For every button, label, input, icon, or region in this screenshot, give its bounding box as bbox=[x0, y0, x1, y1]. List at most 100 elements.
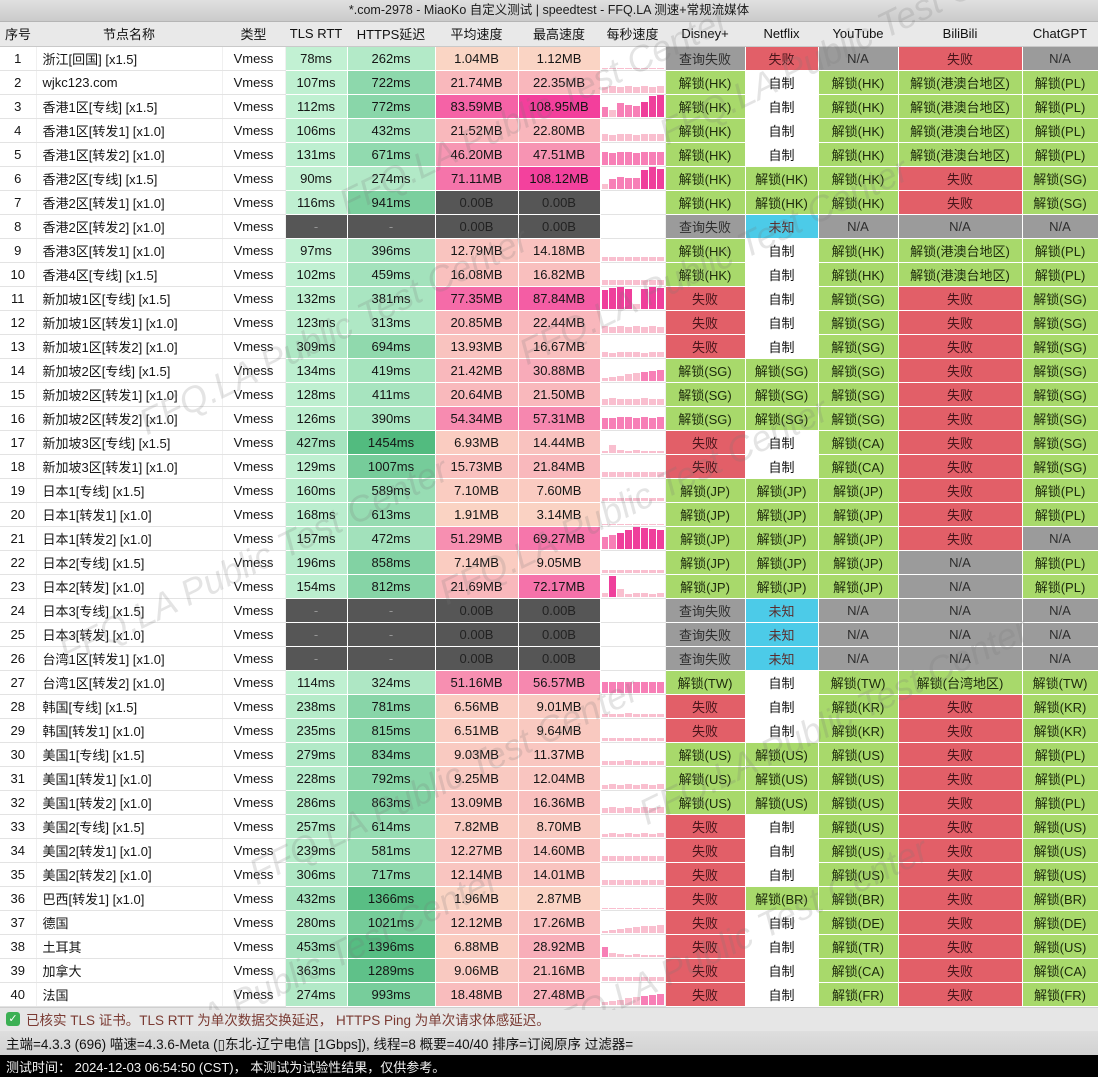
table-row: 4 香港1区[转发1] [x1.0] Vmess 106ms 432ms 21.52MB 2… bbox=[0, 117, 1098, 143]
disney-status-cell: 失败 bbox=[664, 933, 746, 959]
youtube-status-cell: 解锁(TW) bbox=[817, 669, 899, 695]
bilibili-status-cell: 解锁(港澳台地区) bbox=[897, 117, 1023, 143]
per-second-speed-bars bbox=[601, 407, 665, 429]
max-speed-cell: 14.44MB bbox=[517, 429, 601, 455]
speed-bar bbox=[601, 418, 609, 429]
type-cell: Vmess bbox=[222, 934, 286, 959]
speed-bar bbox=[617, 954, 625, 957]
speed-sparkline-cell bbox=[600, 694, 666, 719]
speed-bar bbox=[648, 152, 656, 165]
speed-bar bbox=[633, 927, 640, 933]
https-latency-cell: 390ms bbox=[346, 405, 436, 431]
avg-speed-cell: 20.85MB bbox=[434, 309, 519, 335]
chatgpt-status-cell: 解锁(SG) bbox=[1021, 357, 1098, 383]
col-header-bilibili-status: BiliBili bbox=[898, 22, 1022, 47]
https-latency-cell: 613ms bbox=[346, 501, 436, 527]
speed-bar bbox=[656, 257, 664, 261]
tls-rtt-cell: 129ms bbox=[284, 453, 348, 479]
speed-bar bbox=[617, 855, 625, 861]
netflix-status-cell: 自制 bbox=[744, 141, 819, 167]
node-name-cell: 韩国[转发1] [x1.0] bbox=[36, 718, 223, 743]
speed-bar bbox=[656, 169, 664, 189]
speed-sparkline-cell bbox=[600, 94, 666, 119]
bilibili-status-cell: 失败 bbox=[897, 717, 1023, 743]
netflix-status-cell: 自制 bbox=[744, 93, 819, 119]
disney-status-cell: 失败 bbox=[664, 885, 746, 911]
speed-bar bbox=[656, 994, 664, 1005]
node-name-cell: 台湾1区[转发1] [x1.0] bbox=[36, 646, 223, 671]
speed-bar bbox=[609, 472, 617, 477]
speed-bar bbox=[609, 977, 617, 981]
chatgpt-status-cell: 解锁(SG) bbox=[1021, 165, 1098, 191]
chatgpt-status-cell: 解锁(SG) bbox=[1021, 309, 1098, 335]
table-row: 31 美国1[转发1] [x1.0] Vmess 228ms 792ms 9.25MB 12… bbox=[0, 765, 1098, 791]
chatgpt-status-cell: 解锁(SG) bbox=[1021, 381, 1098, 407]
row-number-cell: 25 bbox=[0, 622, 37, 647]
node-name-cell: 德国 bbox=[36, 910, 223, 935]
chatgpt-status-cell: 解锁(KR) bbox=[1021, 717, 1098, 743]
max-speed-cell: 16.67MB bbox=[517, 333, 601, 359]
speed-bar bbox=[656, 416, 664, 429]
chatgpt-status-cell: N/A bbox=[1021, 45, 1098, 71]
table-row: 38 土耳其 Vmess 453ms 1396ms 6.88MB 28.92MB 失败 自制 解锁… bbox=[0, 933, 1098, 959]
https-latency-cell: 313ms bbox=[346, 309, 436, 335]
bilibili-status-cell: 失败 bbox=[897, 501, 1023, 527]
row-number-cell: 38 bbox=[0, 934, 37, 959]
max-speed-cell: 87.84MB bbox=[517, 285, 601, 311]
speed-bar bbox=[601, 498, 609, 501]
row-number-cell: 30 bbox=[0, 742, 37, 767]
col-header-netflix-status: Netflix bbox=[745, 22, 818, 47]
netflix-status-cell: 失败 bbox=[744, 45, 819, 71]
speed-bar bbox=[648, 256, 656, 261]
speed-bar bbox=[609, 1000, 617, 1005]
speed-sparkline-cell bbox=[600, 646, 666, 671]
max-speed-cell: 3.14MB bbox=[517, 501, 601, 527]
speed-bar bbox=[633, 417, 640, 429]
speed-bar bbox=[656, 86, 664, 93]
speed-sparkline-cell bbox=[600, 862, 666, 887]
avg-speed-cell: 46.20MB bbox=[434, 141, 519, 167]
speed-sparkline-cell bbox=[600, 70, 666, 95]
speed-bar bbox=[609, 288, 617, 309]
tls-rtt-cell: - bbox=[284, 597, 348, 623]
table-row: 36 巴西[转发1] [x1.0] Vmess 432ms 1366ms 1.96MB 2.… bbox=[0, 885, 1098, 911]
row-number-cell: 12 bbox=[0, 310, 37, 335]
https-latency-cell: 993ms bbox=[346, 981, 436, 1007]
tls-rtt-cell: 102ms bbox=[284, 261, 348, 287]
tls-rtt-cell: 280ms bbox=[284, 909, 348, 935]
speed-bar bbox=[633, 593, 640, 597]
speed-sparkline-cell bbox=[600, 262, 666, 287]
col-header-node-name: 节点名称 bbox=[36, 22, 222, 47]
node-name-cell: 新加坡1区[转发1] [x1.0] bbox=[36, 310, 223, 335]
netflix-status-cell: 未知 bbox=[744, 213, 819, 239]
avg-speed-cell: 0.00B bbox=[434, 213, 519, 239]
per-second-speed-bars bbox=[601, 647, 665, 669]
youtube-status-cell: 解锁(HK) bbox=[817, 93, 899, 119]
node-name-cell: 巴西[转发1] [x1.0] bbox=[36, 886, 223, 911]
speed-bar bbox=[625, 954, 632, 957]
table-row: 28 韩国[专线] [x1.5] Vmess 238ms 781ms 6.56MB 9.01… bbox=[0, 693, 1098, 719]
bilibili-status-cell: 失败 bbox=[897, 357, 1023, 383]
speed-bar bbox=[640, 472, 648, 477]
tls-rtt-cell: - bbox=[284, 645, 348, 671]
avg-speed-cell: 83.59MB bbox=[434, 93, 519, 119]
avg-speed-cell: 21.74MB bbox=[434, 69, 519, 95]
youtube-status-cell: 解锁(JP) bbox=[817, 477, 899, 503]
speed-bar bbox=[633, 280, 640, 285]
https-latency-cell: 419ms bbox=[346, 357, 436, 383]
speed-bar bbox=[633, 373, 640, 381]
disney-status-cell: 解锁(HK) bbox=[664, 141, 746, 167]
node-name-cell: 新加坡2区[专线] [x1.5] bbox=[36, 358, 223, 383]
node-name-cell: 韩国[专线] [x1.5] bbox=[36, 694, 223, 719]
speed-bar bbox=[617, 807, 625, 813]
speed-sparkline-cell bbox=[600, 478, 666, 503]
bilibili-status-cell: 失败 bbox=[897, 525, 1023, 551]
speed-bar bbox=[601, 807, 609, 813]
tls-rtt-cell: 134ms bbox=[284, 357, 348, 383]
chatgpt-status-cell: N/A bbox=[1021, 525, 1098, 551]
per-second-speed-bars bbox=[601, 455, 665, 477]
speed-bar bbox=[601, 471, 609, 477]
youtube-status-cell: 解锁(KR) bbox=[817, 717, 899, 743]
col-header-avg-speed: 平均速度 bbox=[435, 22, 518, 47]
speed-bar bbox=[625, 289, 632, 309]
